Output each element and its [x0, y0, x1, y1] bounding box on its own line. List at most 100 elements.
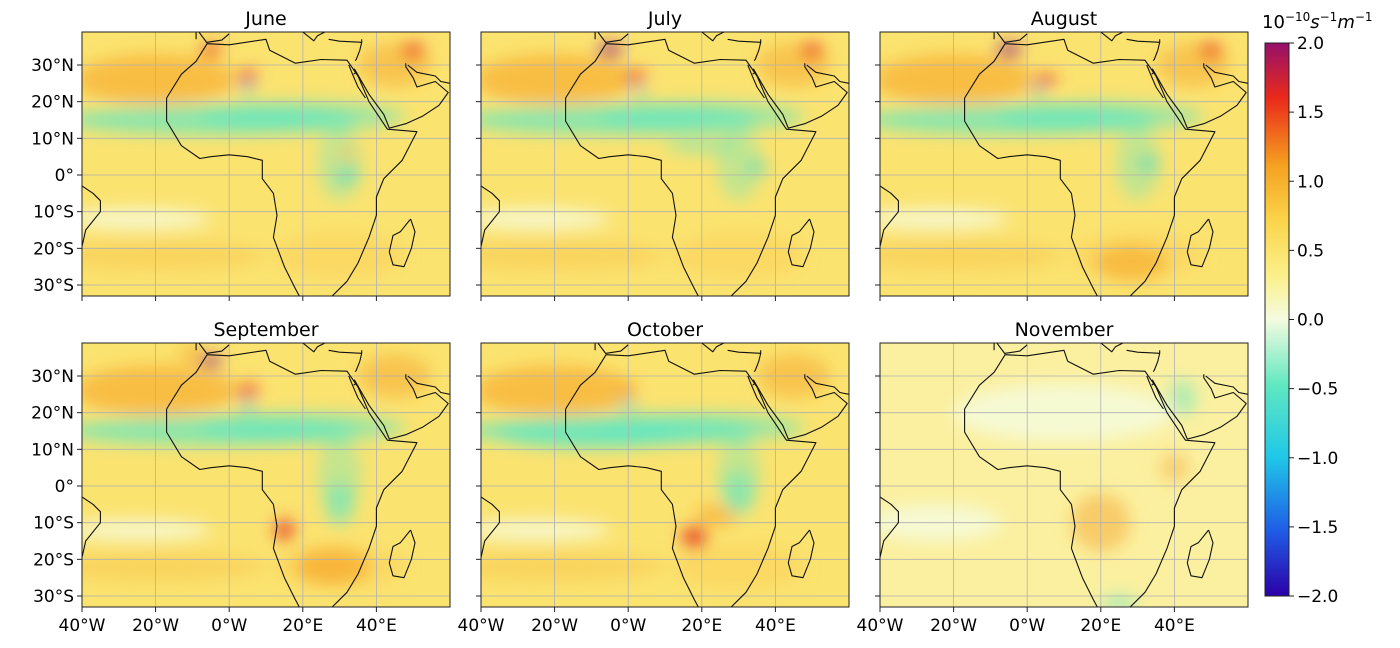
anomaly-blob — [481, 208, 610, 230]
anomaly-blob — [82, 365, 237, 417]
coastline — [207, 33, 230, 43]
anomaly-blob — [681, 526, 708, 549]
y-tick-label: 20°S — [33, 239, 74, 259]
anomaly-blob — [672, 233, 805, 278]
coastline — [354, 353, 363, 372]
anomaly-blob — [624, 70, 647, 82]
coastline — [1152, 42, 1161, 61]
coastline — [880, 185, 899, 247]
coastline — [752, 382, 756, 386]
map-panel-august: August — [875, 8, 1249, 301]
anomaly-blob — [745, 160, 769, 176]
anomaly-blob — [1093, 244, 1168, 282]
map-field — [880, 343, 1248, 607]
y-tick-label: 10°N — [31, 129, 74, 149]
coastline — [302, 343, 326, 353]
coastline — [594, 32, 607, 44]
coastline — [1151, 71, 1155, 75]
x-tick-label: 20°W — [132, 616, 179, 636]
panel-frame — [480, 342, 850, 608]
anomaly-blob — [499, 420, 684, 450]
anomaly-blob — [880, 208, 1009, 230]
coastline — [727, 349, 762, 354]
coastline — [195, 343, 208, 355]
coastline — [701, 343, 725, 353]
coastline — [606, 33, 629, 43]
y-tick-label: 10°S — [33, 203, 74, 223]
coastline — [1146, 375, 1164, 410]
coastline — [1005, 33, 1028, 43]
coastline — [752, 71, 756, 75]
anomaly-blob — [295, 548, 370, 586]
y-tick-label: 10°N — [31, 440, 74, 460]
anomaly-blob — [672, 544, 805, 589]
coastline — [1146, 64, 1164, 99]
coastline — [354, 42, 363, 61]
coastline — [747, 375, 765, 410]
x-tick-label: 0°W — [1009, 616, 1045, 636]
coastline — [348, 64, 366, 99]
x-tick-label: 20°E — [282, 616, 323, 636]
colorbar-tick-label: 2.0 — [1297, 34, 1324, 54]
panel-title: August — [1031, 8, 1098, 30]
coastline — [407, 375, 450, 395]
anomaly-blob — [596, 44, 623, 57]
colorbar-tick-label: −0.5 — [1297, 380, 1338, 400]
anomaly-blob — [801, 43, 824, 58]
coastline — [328, 349, 363, 354]
coastline — [993, 343, 1006, 355]
coastline — [753, 353, 762, 372]
coastline — [606, 344, 629, 354]
y-tick-label: 30°S — [33, 587, 74, 607]
coastline — [353, 71, 357, 75]
map-field — [880, 32, 1248, 296]
anomaly-blob — [1030, 86, 1046, 96]
coastline — [82, 185, 101, 247]
x-tick-label: 40°E — [755, 616, 796, 636]
colorbar-unit-label: 10−10s−1m−1 — [1262, 10, 1373, 33]
anomaly-blob — [1100, 596, 1138, 607]
coastline — [1100, 32, 1124, 42]
coastline — [1205, 375, 1248, 395]
anomaly-blob — [177, 346, 208, 362]
anomaly-blob — [880, 54, 1035, 106]
coastline-madagascar — [1186, 529, 1214, 579]
anomaly-blob — [995, 44, 1022, 57]
coastline — [302, 32, 326, 42]
map-panel-november: November 40°W 20°W 0°W 20°E 40°E — [857, 319, 1249, 636]
coastline-arabia — [752, 374, 848, 440]
x-tick-label: 40°W — [857, 616, 904, 636]
panel-title: October — [627, 319, 703, 341]
x-tick-label: 20°W — [930, 616, 977, 636]
panel-title: July — [647, 8, 682, 30]
anomaly-blob — [1034, 74, 1057, 85]
coastline — [195, 32, 208, 44]
coastline-arabia — [353, 63, 449, 129]
y-tick-label: 0° — [55, 166, 74, 186]
coastline-madagascar — [388, 529, 416, 579]
coastline — [1152, 353, 1161, 372]
anomaly-blob — [339, 147, 355, 159]
field-background — [880, 343, 1248, 607]
coastline-africa — [166, 349, 418, 607]
x-tick-label: 20°W — [531, 616, 578, 636]
coastline — [407, 64, 450, 84]
coastline-africa — [166, 38, 418, 296]
anomaly-blob — [324, 482, 355, 527]
y-tick-label: 20°N — [31, 404, 74, 424]
anomaly-blob — [317, 127, 362, 201]
coastline-africa — [565, 349, 817, 607]
coastline-africa — [565, 38, 817, 296]
coastline — [1126, 349, 1161, 354]
coastline — [727, 38, 762, 43]
panel-title: September — [213, 319, 318, 341]
map-panel-june: June 30°N 20°N 10°N 0° 10°S 20°S 30°S — [31, 8, 451, 301]
x-tick-label: 40°E — [356, 616, 397, 636]
coastline — [880, 496, 899, 558]
coastline-madagascar — [1186, 218, 1214, 268]
x-tick-label: 40°W — [458, 616, 505, 636]
anomaly-blob — [631, 86, 647, 96]
x-tick-label: 20°E — [1080, 616, 1121, 636]
anomaly-blob — [723, 471, 754, 516]
